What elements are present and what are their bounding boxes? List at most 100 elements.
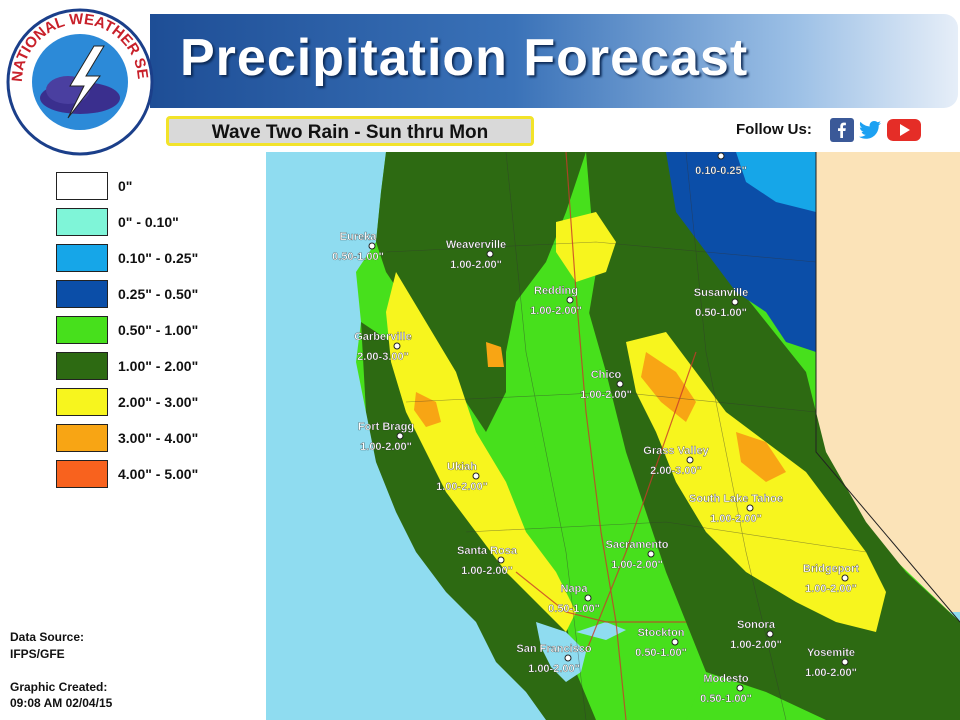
legend-swatch <box>56 352 108 380</box>
city-dot <box>671 638 679 646</box>
header: Precipitation Forecast NATIONAL WEATHER … <box>0 0 960 156</box>
page-title: Precipitation Forecast <box>180 29 749 87</box>
bay-water <box>536 622 586 682</box>
city-amount: 1.00-2.00" <box>360 441 412 453</box>
city-name: Sacramento <box>606 539 669 551</box>
city-marker: Susanville 0.50-1.00" <box>694 287 749 319</box>
city-name: Modesto <box>703 673 749 685</box>
legend-label: 0" <box>118 178 133 194</box>
legend-swatch <box>56 244 108 272</box>
highways <box>515 152 697 720</box>
city-amount: 1.00-2.00" <box>530 305 582 317</box>
city-name: Sonora <box>737 619 776 631</box>
city-marker: Sacramento 1.00-2.00" <box>605 539 669 571</box>
area-orange-tahoe <box>736 432 786 482</box>
legend-item: 4.00" - 5.00" <box>56 460 236 490</box>
city-name: Yosemite <box>807 647 855 659</box>
city-name: Eureka <box>340 231 378 243</box>
legend-swatch <box>56 460 108 488</box>
state-border <box>815 152 960 623</box>
city-amount: 1.00-2.00" <box>805 667 857 679</box>
legend-item: 0.50" - 1.00" <box>56 316 236 346</box>
city-marker: Garberville 2.00-3.00" <box>354 331 412 363</box>
city-name: Napa <box>561 583 589 595</box>
city-marker: Grass Valley 2.00-3.00" <box>643 445 710 477</box>
facebook-icon[interactable] <box>830 118 854 142</box>
twitter-icon[interactable] <box>858 118 882 142</box>
city-amount: 1.00-2.00" <box>710 513 762 525</box>
area-cyan-northeast <box>736 152 816 212</box>
city-name: Bridgeport <box>803 563 860 575</box>
youtube-icon[interactable] <box>886 118 922 142</box>
city-dot <box>746 504 754 512</box>
city-dot <box>686 456 694 464</box>
city-dot <box>736 684 744 692</box>
city-name: Santa Rosa <box>457 545 518 557</box>
city-amount: 0.50-1.00" <box>548 603 600 615</box>
legend-swatch <box>56 424 108 452</box>
city-dot <box>616 380 624 388</box>
city-dot <box>841 574 849 582</box>
city-dot <box>472 472 480 480</box>
city-amount: 0.50-1.00" <box>332 251 384 263</box>
city-name: Fort Bragg <box>358 421 414 433</box>
legend-swatch <box>56 172 108 200</box>
city-amount: 0.50-1.00" <box>635 647 687 659</box>
city-dot <box>368 242 376 250</box>
legend-swatch <box>56 316 108 344</box>
city-name: Redding <box>534 285 578 297</box>
legend-swatch <box>56 388 108 416</box>
city-dot <box>393 342 401 350</box>
city-amount: 1.00-2.00" <box>611 559 663 571</box>
city-marker: San Francisco 1.00-2.00" <box>516 643 592 675</box>
city-marker: Redding 1.00-2.00" <box>530 285 582 317</box>
city-name: Stockton <box>637 627 684 639</box>
city-name: Garberville <box>354 331 411 343</box>
graphic-created-label: Graphic Created: <box>10 680 108 694</box>
county-lines <box>385 152 867 720</box>
city-marker: South Lake Tahoe 1.00-2.00" <box>689 493 783 525</box>
legend-item: 2.00" - 3.00" <box>56 388 236 418</box>
area-orange-sierra <box>641 352 696 422</box>
city-marker: Chico 1.00-2.00" <box>580 369 632 401</box>
city-dot <box>731 298 739 306</box>
legend-swatch <box>56 208 108 236</box>
city-name: Ukiah <box>447 461 477 473</box>
city-marker: Modesto 0.50-1.00" <box>700 673 752 705</box>
legend-label: 0.10" - 0.25" <box>118 250 199 266</box>
city-amount: 1.00-2.00" <box>436 481 488 493</box>
city-amount: 0.10-0.25" <box>695 165 747 177</box>
city-dot <box>584 594 592 602</box>
city-dot <box>766 630 774 638</box>
data-source-label: Data Source: <box>10 630 85 644</box>
legend-label: 4.00" - 5.00" <box>118 466 199 482</box>
city-name: South Lake Tahoe <box>689 493 783 505</box>
city-marker: Weaverville 1.00-2.00" <box>446 239 507 271</box>
city-marker: Santa Rosa 1.00-2.00" <box>457 545 518 577</box>
legend-item: 1.00" - 2.00" <box>56 352 236 382</box>
city-amount: 1.00-2.00" <box>805 583 857 595</box>
city-name: San Francisco <box>516 643 591 655</box>
legend-item: 0.25" - 0.50" <box>56 280 236 310</box>
city-amount: 1.00-2.00" <box>461 565 513 577</box>
city-dot <box>717 152 725 160</box>
city-dot <box>841 658 849 666</box>
city-amount: 0.50-1.00" <box>700 693 752 705</box>
nws-logo-icon: NATIONAL WEATHER SERVICE <box>4 6 154 156</box>
city-marker: Yosemite 1.00-2.00" <box>805 647 857 679</box>
city-marker: Bridgeport 1.00-2.00" <box>803 563 860 595</box>
title-banner <box>150 14 958 108</box>
legend-label: 0.50" - 1.00" <box>118 322 199 338</box>
city-marker: Fort Bragg 1.00-2.00" <box>358 421 415 453</box>
legend-label: 2.00" - 3.00" <box>118 394 199 410</box>
city-dot <box>564 654 572 662</box>
subtitle-box: Wave Two Rain - Sun thru Mon <box>166 116 534 146</box>
city-dot <box>566 296 574 304</box>
legend-swatch <box>56 280 108 308</box>
city-marker: Stockton 0.50-1.00" <box>635 627 687 659</box>
area-yellow-coast <box>386 272 576 632</box>
bay-water-delta <box>576 622 626 640</box>
legend-label: 0" - 0.10" <box>118 214 179 230</box>
city-dot <box>396 432 404 440</box>
legend-item: 0" - 0.10" <box>56 208 236 238</box>
